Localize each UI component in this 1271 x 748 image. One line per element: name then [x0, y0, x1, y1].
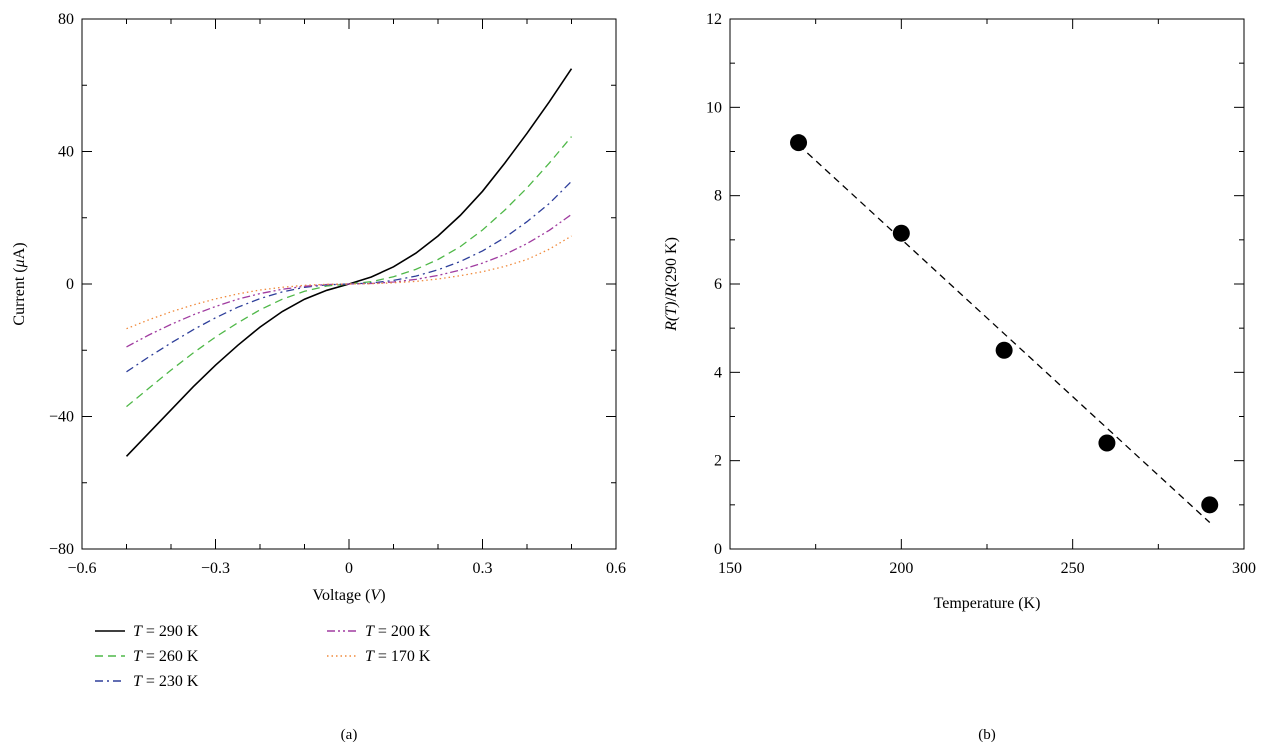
b-data-point: [892, 224, 910, 242]
a-series-line-0: [125, 68, 573, 457]
a-x-tick-label: 0: [345, 560, 353, 577]
a-y-tick-label: −40: [49, 409, 74, 426]
b-x-tick-label: 250: [1061, 560, 1085, 577]
legend-label: T = 200 K: [365, 623, 431, 640]
panel-a-y-axis-label: Current (μA): [11, 242, 28, 325]
panel-a-series: [125, 68, 573, 457]
panel-b-ticks: [729, 18, 1245, 550]
b-y-tick-label: 10: [706, 99, 722, 116]
b-y-tick-label: 4: [714, 364, 722, 381]
panel-b-tick-labels: 150 200 250 300 0 2 4 6 8 10 12: [706, 11, 1256, 577]
b-data-point: [790, 134, 808, 152]
legend-label: T = 260 K: [133, 648, 199, 665]
a-series-line-2: [126, 180, 572, 373]
a-x-tick-label: 0.3: [473, 560, 493, 577]
panel-a-caption: (a): [341, 727, 358, 743]
a-y-tick-label: −80: [49, 541, 74, 558]
a-x-tick-label: −0.3: [201, 560, 230, 577]
b-data-point: [1201, 496, 1219, 514]
b-y-tick-label: 6: [714, 276, 722, 293]
panel-a-tick-labels: −0.6 −0.3 0 0.3 0.6 −80 −40 0 40 80: [49, 11, 626, 577]
b-y-tick-label: 8: [714, 188, 722, 205]
legend-label: T = 290 K: [133, 623, 199, 640]
panel-b-caption: (b): [978, 727, 996, 743]
a-series-line-4: [126, 235, 572, 330]
panel-b-plot: [790, 134, 1219, 523]
panel-b: 150 200 250 300 0 2 4 6 8 10 12 R(T)/R(290 K) Temp…: [663, 11, 1256, 743]
b-y-tick-label: 2: [714, 453, 722, 470]
b-fit-line: [798, 144, 1211, 523]
panel-a-legend: T = 290 K T = 260 K T = 230 K T = 200 K T = …: [95, 623, 431, 690]
a-y-tick-label: 0: [66, 276, 74, 293]
a-series-line-1: [126, 136, 572, 408]
b-x-tick-label: 200: [889, 560, 913, 577]
b-y-tick-label: 12: [706, 11, 722, 28]
a-x-tick-label: 0.6: [606, 560, 626, 577]
a-y-tick-label: 80: [58, 11, 74, 28]
b-x-tick-label: 300: [1232, 560, 1256, 577]
a-y-tick-label: 40: [58, 144, 74, 161]
b-y-tick-label: 0: [714, 541, 722, 558]
legend-label: T = 170 K: [365, 648, 431, 665]
b-data-point: [995, 341, 1013, 359]
panel-a-x-axis-label: Voltage (V): [312, 587, 385, 604]
b-x-tick-label: 150: [718, 560, 742, 577]
b-data-point: [1098, 434, 1116, 452]
a-series-line-3: [126, 213, 572, 348]
panel-b-y-axis-label: R(T)/R(290 K): [663, 237, 680, 332]
legend-label: T = 230 K: [133, 673, 199, 690]
panel-a-ticks: [81, 18, 617, 550]
panel-b-frame: [729, 18, 1245, 550]
panel-b-x-axis-label: Temperature (K): [934, 595, 1041, 612]
a-x-tick-label: −0.6: [67, 560, 96, 577]
